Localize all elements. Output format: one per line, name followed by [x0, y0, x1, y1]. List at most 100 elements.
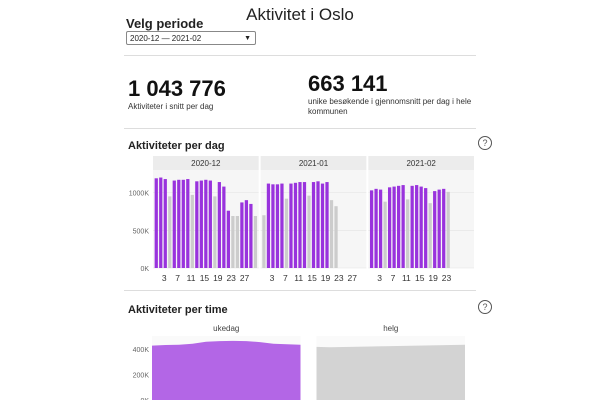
daily-facet-label: 2021-01: [299, 159, 329, 168]
hourly-y-tick-label: 400K: [133, 347, 150, 354]
daily-facet-strip: [153, 156, 259, 170]
kpi-unique-visitors-value: 663 141: [308, 71, 388, 96]
daily-facet-strip: [260, 156, 367, 170]
daily-bar: [271, 184, 275, 268]
daily-bar: [406, 199, 410, 268]
daily-x-tick-label: 27: [347, 273, 357, 283]
daily-bar: [253, 215, 258, 268]
daily-bar: [437, 189, 441, 268]
daily-x-tick-label: 15: [415, 273, 425, 283]
hourly-area: [316, 344, 465, 400]
kpi-unique-visitors-label: unike besøkende i gjennomsnitt per dag i…: [308, 97, 472, 116]
daily-bar: [240, 202, 244, 268]
daily-bar: [249, 203, 253, 268]
hourly-area: [152, 340, 301, 400]
daily-x-tick-label: 19: [213, 273, 223, 283]
daily-x-tick-label: 7: [391, 273, 396, 283]
hourly-y-tick-label: 0K: [140, 398, 149, 400]
hourly-chart-title: Aktiviteter per time: [128, 304, 228, 316]
daily-bar: [186, 179, 190, 268]
daily-x-tick-label: 19: [428, 273, 438, 283]
daily-bar: [446, 191, 450, 268]
daily-bar: [190, 194, 194, 268]
daily-bar: [163, 179, 167, 268]
period-label: Velg periode: [126, 16, 204, 31]
daily-bar: [154, 178, 158, 268]
daily-facet-strip: [368, 156, 474, 170]
daily-x-tick-label: 3: [377, 273, 382, 283]
daily-bar: [419, 186, 423, 268]
daily-bar: [217, 182, 221, 268]
kpi-avg-activities-label: Aktiviteter i snitt per dag: [128, 102, 214, 111]
question-circle-icon[interactable]: ?: [478, 300, 492, 314]
daily-bar: [284, 198, 289, 268]
daily-bar: [298, 182, 302, 268]
daily-x-tick-label: 27: [240, 273, 250, 283]
daily-bar: [387, 187, 392, 268]
daily-bar: [199, 180, 203, 268]
daily-bar: [266, 183, 271, 268]
daily-bar: [378, 189, 383, 268]
daily-bar: [231, 215, 235, 268]
period-select-value: 2020-12 — 2021-02: [130, 34, 202, 43]
divider: [124, 290, 476, 291]
daily-bar: [334, 206, 338, 268]
daily-x-tick-label: 11: [294, 273, 303, 283]
daily-bar: [383, 201, 387, 268]
chevron-down-icon: ▼: [244, 35, 251, 42]
divider: [124, 55, 476, 56]
daily-bar: [307, 195, 311, 268]
daily-x-tick-label: 3: [270, 273, 275, 283]
daily-bar: [316, 181, 320, 268]
daily-bar: [442, 188, 446, 268]
daily-bar: [208, 180, 212, 268]
daily-bar: [275, 184, 280, 268]
daily-y-tick-label: 1000K: [129, 191, 150, 198]
daily-y-tick-label: 0K: [140, 266, 149, 273]
daily-bar: [428, 203, 432, 268]
question-circle-icon[interactable]: ?: [478, 136, 492, 150]
daily-bar: [329, 200, 334, 268]
daily-bar: [195, 181, 199, 268]
daily-bar: [401, 185, 405, 268]
daily-bar: [397, 185, 401, 268]
daily-bar: [302, 182, 307, 268]
daily-bar: [262, 215, 266, 268]
daily-x-tick-label: 15: [307, 273, 317, 283]
daily-bar: [159, 177, 163, 268]
daily-bar: [226, 210, 230, 268]
daily-bar: [177, 179, 181, 268]
daily-bar: [311, 182, 316, 268]
daily-bar: [320, 183, 325, 268]
daily-x-tick-label: 7: [283, 273, 288, 283]
daily-x-tick-label: 7: [175, 273, 180, 283]
daily-facet-label: 2020-12: [191, 159, 221, 168]
daily-bar: [280, 183, 284, 268]
daily-bar: [168, 196, 172, 268]
daily-bar: [172, 180, 176, 268]
hourly-facet-label: ukedag: [213, 324, 239, 333]
daily-bar: [424, 188, 428, 268]
daily-bar: [289, 183, 293, 268]
daily-x-tick-label: 11: [402, 273, 411, 283]
daily-chart-title: Aktiviteter per dag: [128, 140, 225, 152]
daily-bar: [369, 190, 374, 268]
hourly-y-tick-label: 200K: [133, 372, 150, 379]
kpi-avg-activities-value: 1 043 776: [128, 76, 226, 101]
period-select[interactable]: 2020-12 — 2021-02 ▼: [126, 31, 256, 45]
daily-bar: [204, 179, 208, 268]
hourly-facet-label: helg: [383, 324, 398, 333]
daily-x-tick-label: 3: [162, 273, 167, 283]
daily-bar: [222, 186, 226, 268]
daily-bar: [325, 182, 329, 268]
daily-x-tick-label: 15: [200, 273, 210, 283]
daily-bar: [374, 188, 378, 268]
daily-x-tick-label: 23: [226, 273, 236, 283]
daily-x-tick-label: 23: [334, 273, 344, 283]
page-title: Aktivitet i Oslo: [246, 5, 354, 24]
daily-bar: [293, 182, 298, 268]
daily-bar: [392, 186, 396, 268]
daily-bar: [244, 200, 249, 268]
daily-bar: [415, 185, 419, 268]
